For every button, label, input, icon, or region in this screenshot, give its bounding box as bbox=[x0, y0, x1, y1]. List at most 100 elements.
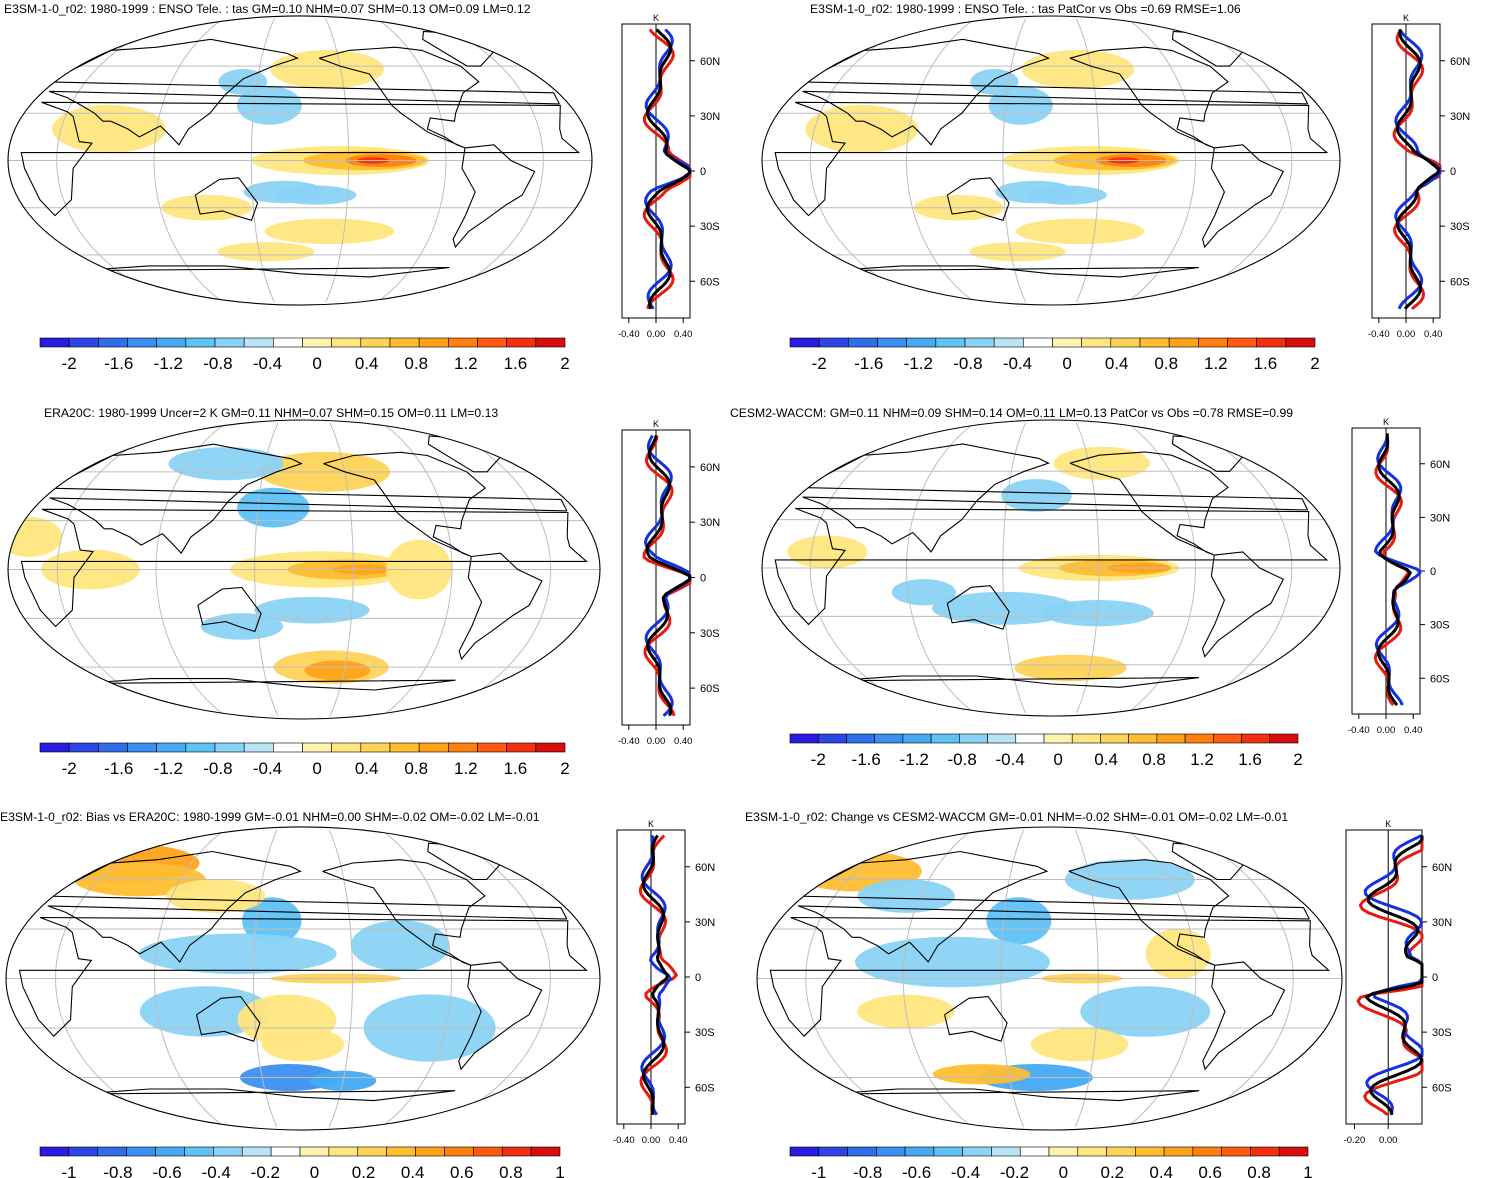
colorbar-tick-label: -1.6 bbox=[852, 750, 881, 769]
coastline bbox=[18, 916, 588, 1037]
colorbar-tick-label: 0.4 bbox=[401, 1163, 425, 1178]
coastline bbox=[795, 443, 1309, 553]
profile-line bbox=[645, 28, 692, 310]
anomaly-patch bbox=[1001, 479, 1072, 512]
profile-ytick-label: 60N bbox=[700, 56, 720, 68]
colorbar-swatch bbox=[126, 1146, 156, 1157]
colorbar-swatch bbox=[848, 337, 878, 348]
profile-xtick-label: -0.40 bbox=[613, 1135, 635, 1146]
colorbar-tick-label: -2 bbox=[62, 759, 77, 778]
panel-title: CESM2-WACCM: GM=0.11 NHM=0.09 SHM=0.14 O… bbox=[730, 406, 1293, 420]
coastline bbox=[944, 996, 1008, 1042]
colorbar-swatch bbox=[302, 742, 332, 753]
colorbar-tick-label: 0 bbox=[1062, 354, 1071, 373]
profile-unit: K bbox=[1403, 13, 1409, 23]
coastline bbox=[1201, 144, 1285, 249]
colorbar-tick-label: -0.8 bbox=[853, 1163, 882, 1178]
colorbar-swatch bbox=[477, 337, 507, 348]
panel-title: E3SM-1-0_r02: 1980-1999 : ENSO Tele. : t… bbox=[4, 2, 531, 16]
profile-ytick-label: 0 bbox=[1450, 166, 1456, 178]
colorbar-tick-label: -0.4 bbox=[202, 1163, 231, 1178]
colorbar-swatch bbox=[389, 337, 420, 348]
coastline bbox=[946, 585, 1010, 630]
colorbar-swatch bbox=[1156, 733, 1186, 744]
map-field bbox=[6, 827, 600, 1130]
profile-ytick-label: 60S bbox=[695, 1082, 715, 1094]
profile-xtick-label: 0.40 bbox=[669, 1135, 688, 1146]
anomaly-patch bbox=[1080, 986, 1211, 1037]
zonal-profile: K 60N 30N 0 30S 60S -0.40 0.00 0.40 bbox=[618, 13, 720, 340]
profile-ytick-label: 60N bbox=[695, 862, 715, 874]
colorbar-tick-label: 1.2 bbox=[1204, 354, 1228, 373]
colorbar-swatch bbox=[415, 1146, 445, 1157]
colorbar-swatch bbox=[213, 1146, 243, 1157]
colorbar-swatch bbox=[1168, 337, 1199, 348]
colorbar-swatch bbox=[1269, 733, 1299, 744]
anomaly-patch bbox=[891, 579, 956, 606]
colorbar-swatch bbox=[155, 1146, 185, 1157]
coastline bbox=[1069, 451, 1229, 556]
colorbar-swatch bbox=[185, 337, 216, 348]
anomaly-patch bbox=[1030, 1027, 1129, 1062]
colorbar-tick-label: -0.8 bbox=[203, 354, 232, 373]
colorbar-tick-label: 0.4 bbox=[1149, 1163, 1173, 1178]
colorbar-tick-label: -1 bbox=[811, 1163, 826, 1178]
colorbar-swatch bbox=[1023, 337, 1053, 348]
panel-title: E3SM-1-0_r02: Change vs CESM2-WACCM GM=-… bbox=[745, 810, 1288, 824]
anomaly-patch bbox=[261, 1027, 345, 1062]
anomaly-patch bbox=[237, 487, 310, 528]
colorbar-tick-label: 0.4 bbox=[1094, 750, 1118, 769]
profile-ytick-label: 60S bbox=[1450, 276, 1470, 288]
colorbar-swatch bbox=[273, 742, 303, 753]
coastline bbox=[323, 451, 487, 558]
coastline bbox=[452, 144, 536, 249]
colorbar-swatch bbox=[1139, 337, 1170, 348]
colorbar-swatch bbox=[1043, 733, 1073, 744]
colorbar-swatch bbox=[156, 742, 187, 753]
profile-xtick-label: -0.40 bbox=[618, 736, 640, 747]
colorbar-swatch bbox=[789, 337, 820, 348]
anomaly-patch bbox=[350, 920, 450, 971]
colorbar-swatch bbox=[1015, 733, 1045, 744]
map-border bbox=[761, 419, 1341, 717]
profile-xtick-label: 0.40 bbox=[1404, 725, 1423, 736]
coastline bbox=[197, 586, 262, 633]
colorbar-swatch bbox=[818, 337, 849, 348]
coastline bbox=[42, 38, 560, 146]
colorbar-tick-label: 0 bbox=[312, 759, 321, 778]
colorbar-swatch bbox=[68, 742, 99, 753]
colorbar-swatch bbox=[39, 1146, 70, 1157]
anomaly-patch bbox=[932, 1064, 1031, 1085]
panel-title: ERA20C: 1980-1999 Uncer=2 K GM=0.11 NHM=… bbox=[44, 406, 498, 420]
colorbar-swatch bbox=[1100, 733, 1129, 744]
colorbar-tick-label: -0.4 bbox=[253, 759, 282, 778]
colorbar-swatch bbox=[98, 337, 128, 348]
anomaly-patch bbox=[52, 104, 166, 154]
colorbar-swatch bbox=[535, 337, 566, 348]
colorbar-swatch bbox=[876, 1146, 906, 1157]
colorbar-swatch bbox=[386, 1146, 416, 1157]
profile-line bbox=[1364, 835, 1424, 1116]
colorbar-swatch bbox=[817, 733, 847, 744]
anomaly-patch bbox=[787, 535, 868, 569]
profile-xtick-label: -0.20 bbox=[1344, 1135, 1366, 1146]
profile-ytick-label: 60S bbox=[700, 276, 720, 288]
colorbar-tick-label: -0.2 bbox=[251, 1163, 280, 1178]
zonal-profile: K 60N 30N 0 30S 60S -0.40 0.00 0.40 bbox=[1348, 417, 1450, 736]
colorbar-tick-label: 2 bbox=[560, 759, 569, 778]
colorbar-swatch bbox=[302, 337, 332, 348]
colorbar-swatch bbox=[874, 733, 904, 744]
colorbar-tick-label: 2 bbox=[1293, 750, 1302, 769]
anomaly-patch bbox=[138, 933, 337, 974]
colorbar-swatch bbox=[270, 1146, 301, 1157]
coastline bbox=[946, 177, 1010, 221]
colorbar-swatch bbox=[506, 742, 537, 753]
colorbar: -2 -1.6 -1.2 -0.8 -0.4 0 0.4 0.8 1.2 1.6 2 bbox=[39, 337, 570, 373]
coastline bbox=[1069, 46, 1229, 149]
colorbar: -2 -1.6 -1.2 -0.8 -0.4 0 0.4 0.8 1.2 1.6 2 bbox=[789, 733, 1303, 769]
profile-ytick-label: 30N bbox=[1450, 111, 1470, 123]
colorbar: -1 -0.8 -0.6 -0.4 -0.2 0 0.2 0.4 0.6 0.8 1 bbox=[39, 1146, 565, 1178]
colorbar-tick-label: 0 bbox=[1059, 1163, 1068, 1178]
coastline bbox=[20, 508, 588, 628]
